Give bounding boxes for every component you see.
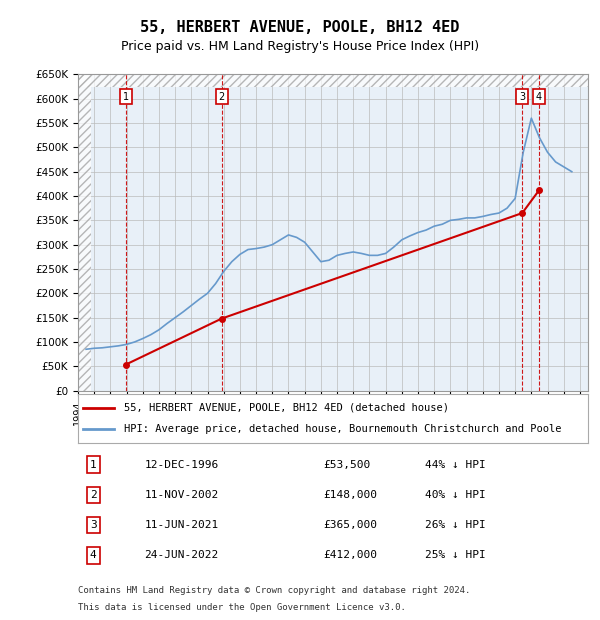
Text: £412,000: £412,000: [323, 551, 377, 560]
Text: 2: 2: [90, 490, 97, 500]
Text: 11-JUN-2021: 11-JUN-2021: [145, 520, 218, 530]
Text: Contains HM Land Registry data © Crown copyright and database right 2024.: Contains HM Land Registry data © Crown c…: [78, 586, 470, 595]
Bar: [78, 74, 91, 391]
Text: 44% ↓ HPI: 44% ↓ HPI: [425, 459, 485, 469]
Text: 25% ↓ HPI: 25% ↓ HPI: [425, 551, 485, 560]
Text: 3: 3: [90, 520, 97, 530]
Text: 4: 4: [536, 92, 542, 102]
Bar: [78, 62, 588, 87]
Text: £148,000: £148,000: [323, 490, 377, 500]
Text: 55, HERBERT AVENUE, POOLE, BH12 4ED: 55, HERBERT AVENUE, POOLE, BH12 4ED: [140, 20, 460, 35]
Text: 24-JUN-2022: 24-JUN-2022: [145, 551, 218, 560]
Text: HPI: Average price, detached house, Bournemouth Christchurch and Poole: HPI: Average price, detached house, Bour…: [124, 425, 562, 435]
Text: This data is licensed under the Open Government Licence v3.0.: This data is licensed under the Open Gov…: [78, 603, 406, 612]
Text: 55, HERBERT AVENUE, POOLE, BH12 4ED (detached house): 55, HERBERT AVENUE, POOLE, BH12 4ED (det…: [124, 402, 449, 412]
Text: £365,000: £365,000: [323, 520, 377, 530]
Text: 26% ↓ HPI: 26% ↓ HPI: [425, 520, 485, 530]
Text: 1: 1: [122, 92, 129, 102]
Text: 2: 2: [218, 92, 225, 102]
Text: 3: 3: [519, 92, 526, 102]
Text: 11-NOV-2002: 11-NOV-2002: [145, 490, 218, 500]
Text: 40% ↓ HPI: 40% ↓ HPI: [425, 490, 485, 500]
Text: 1: 1: [90, 459, 97, 469]
Text: £53,500: £53,500: [323, 459, 370, 469]
Text: Price paid vs. HM Land Registry's House Price Index (HPI): Price paid vs. HM Land Registry's House …: [121, 40, 479, 53]
Text: 12-DEC-1996: 12-DEC-1996: [145, 459, 218, 469]
Text: 4: 4: [90, 551, 97, 560]
